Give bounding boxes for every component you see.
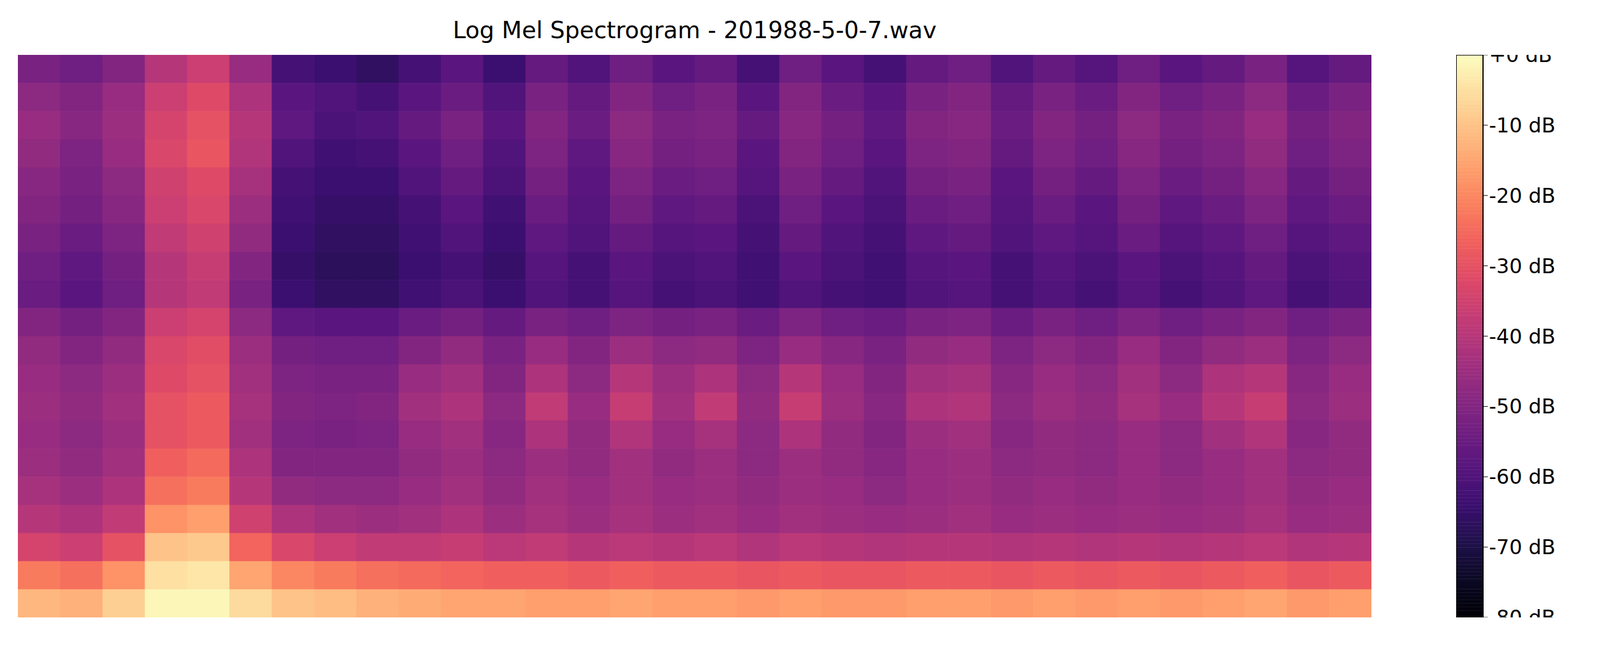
svg-text:-70 dB: -70 dB [1488,535,1556,560]
svg-text:-30 dB: -30 dB [1488,254,1556,279]
svg-text:-50 dB: -50 dB [1488,394,1556,419]
svg-text:-40 dB: -40 dB [1488,324,1556,349]
svg-text:+0 dB: +0 dB [1488,54,1553,67]
svg-text:-20 dB: -20 dB [1488,183,1556,208]
svg-text:-80 dB: -80 dB [1488,605,1556,618]
svg-text:-10 dB: -10 dB [1488,113,1556,138]
svg-text:-60 dB: -60 dB [1488,464,1556,489]
html-text:Log Mel Spectrogram - 201988-5: Log Mel Spectrogram - 201988-5-0-7.wav [452,16,937,44]
